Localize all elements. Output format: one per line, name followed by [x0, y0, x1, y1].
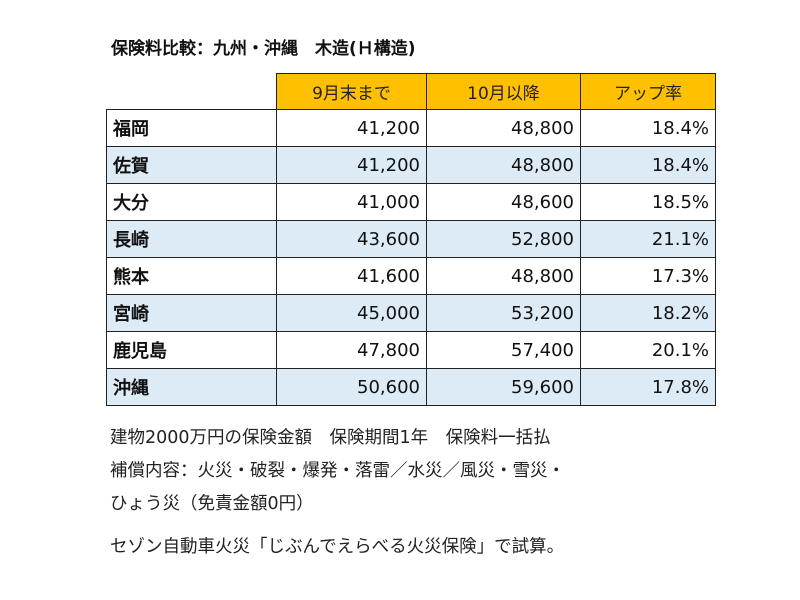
note-line: 建物2000万円の保険金額 保険期間1年 保険料一括払: [110, 428, 551, 448]
table-header-row: 9月末まで 10月以降 アップ率: [106, 73, 716, 110]
table-row: 宮崎 45,000 53,200 18.2%: [106, 294, 716, 332]
table-row: 鹿児島 47,800 57,400 20.1%: [106, 331, 716, 369]
increase-cell: 18.5%: [580, 183, 716, 221]
until-sep-cell: 50,600: [276, 368, 427, 406]
increase-cell: 21.1%: [580, 220, 716, 258]
notes: 建物2000万円の保険金額 保険期間1年 保険料一括払 補償内容：火災・破裂・爆…: [110, 422, 565, 564]
prefecture-cell: 長崎: [106, 220, 277, 258]
increase-cell: 17.8%: [580, 368, 716, 406]
increase-cell: 18.4%: [580, 146, 716, 184]
from-oct-cell: 53,200: [426, 294, 581, 332]
from-oct-cell: 57,400: [426, 331, 581, 369]
page-title: 保険料比較：九州・沖縄 木造(Ｈ構造): [111, 39, 416, 59]
increase-cell: 17.3%: [580, 257, 716, 295]
prefecture-cell: 沖縄: [106, 368, 277, 406]
from-oct-cell: 48,800: [426, 257, 581, 295]
from-oct-cell: 52,800: [426, 220, 581, 258]
prefecture-cell: 大分: [106, 183, 277, 221]
note-line: ひょう災（免責金額0円）: [110, 494, 314, 514]
table-row: 長崎 43,600 52,800 21.1%: [106, 220, 716, 258]
header-blank: [106, 73, 277, 110]
prefecture-cell: 宮崎: [106, 294, 277, 332]
header-from-oct: 10月以降: [426, 73, 581, 110]
increase-cell: 18.2%: [580, 294, 716, 332]
until-sep-cell: 41,200: [276, 146, 427, 184]
header-increase: アップ率: [580, 73, 716, 110]
from-oct-cell: 48,800: [426, 146, 581, 184]
note-line: セゾン自動車火災「じぶんでえらべる火災保険」で試算。: [110, 537, 565, 557]
from-oct-cell: 48,800: [426, 109, 581, 147]
until-sep-cell: 41,000: [276, 183, 427, 221]
premium-table: 9月末まで 10月以降 アップ率 福岡 41,200 48,800 18.4% 佐賀 41…: [106, 73, 716, 406]
until-sep-cell: 47,800: [276, 331, 427, 369]
table-row: 沖縄 50,600 59,600 17.8%: [106, 368, 716, 406]
note-line: 補償内容：火災・破裂・爆発・落雷／水災／風災・雪災・: [110, 461, 565, 481]
prefecture-cell: 鹿児島: [106, 331, 277, 369]
from-oct-cell: 48,600: [426, 183, 581, 221]
prefecture-cell: 熊本: [106, 257, 277, 295]
until-sep-cell: 41,200: [276, 109, 427, 147]
until-sep-cell: 41,600: [276, 257, 427, 295]
header-until-sep: 9月末まで: [276, 73, 427, 110]
until-sep-cell: 45,000: [276, 294, 427, 332]
table-row: 福岡 41,200 48,800 18.4%: [106, 109, 716, 147]
table-row: 熊本 41,600 48,800 17.3%: [106, 257, 716, 295]
prefecture-cell: 福岡: [106, 109, 277, 147]
from-oct-cell: 59,600: [426, 368, 581, 406]
increase-cell: 20.1%: [580, 331, 716, 369]
increase-cell: 18.4%: [580, 109, 716, 147]
table-row: 佐賀 41,200 48,800 18.4%: [106, 146, 716, 184]
until-sep-cell: 43,600: [276, 220, 427, 258]
prefecture-cell: 佐賀: [106, 146, 277, 184]
table-row: 大分 41,000 48,600 18.5%: [106, 183, 716, 221]
